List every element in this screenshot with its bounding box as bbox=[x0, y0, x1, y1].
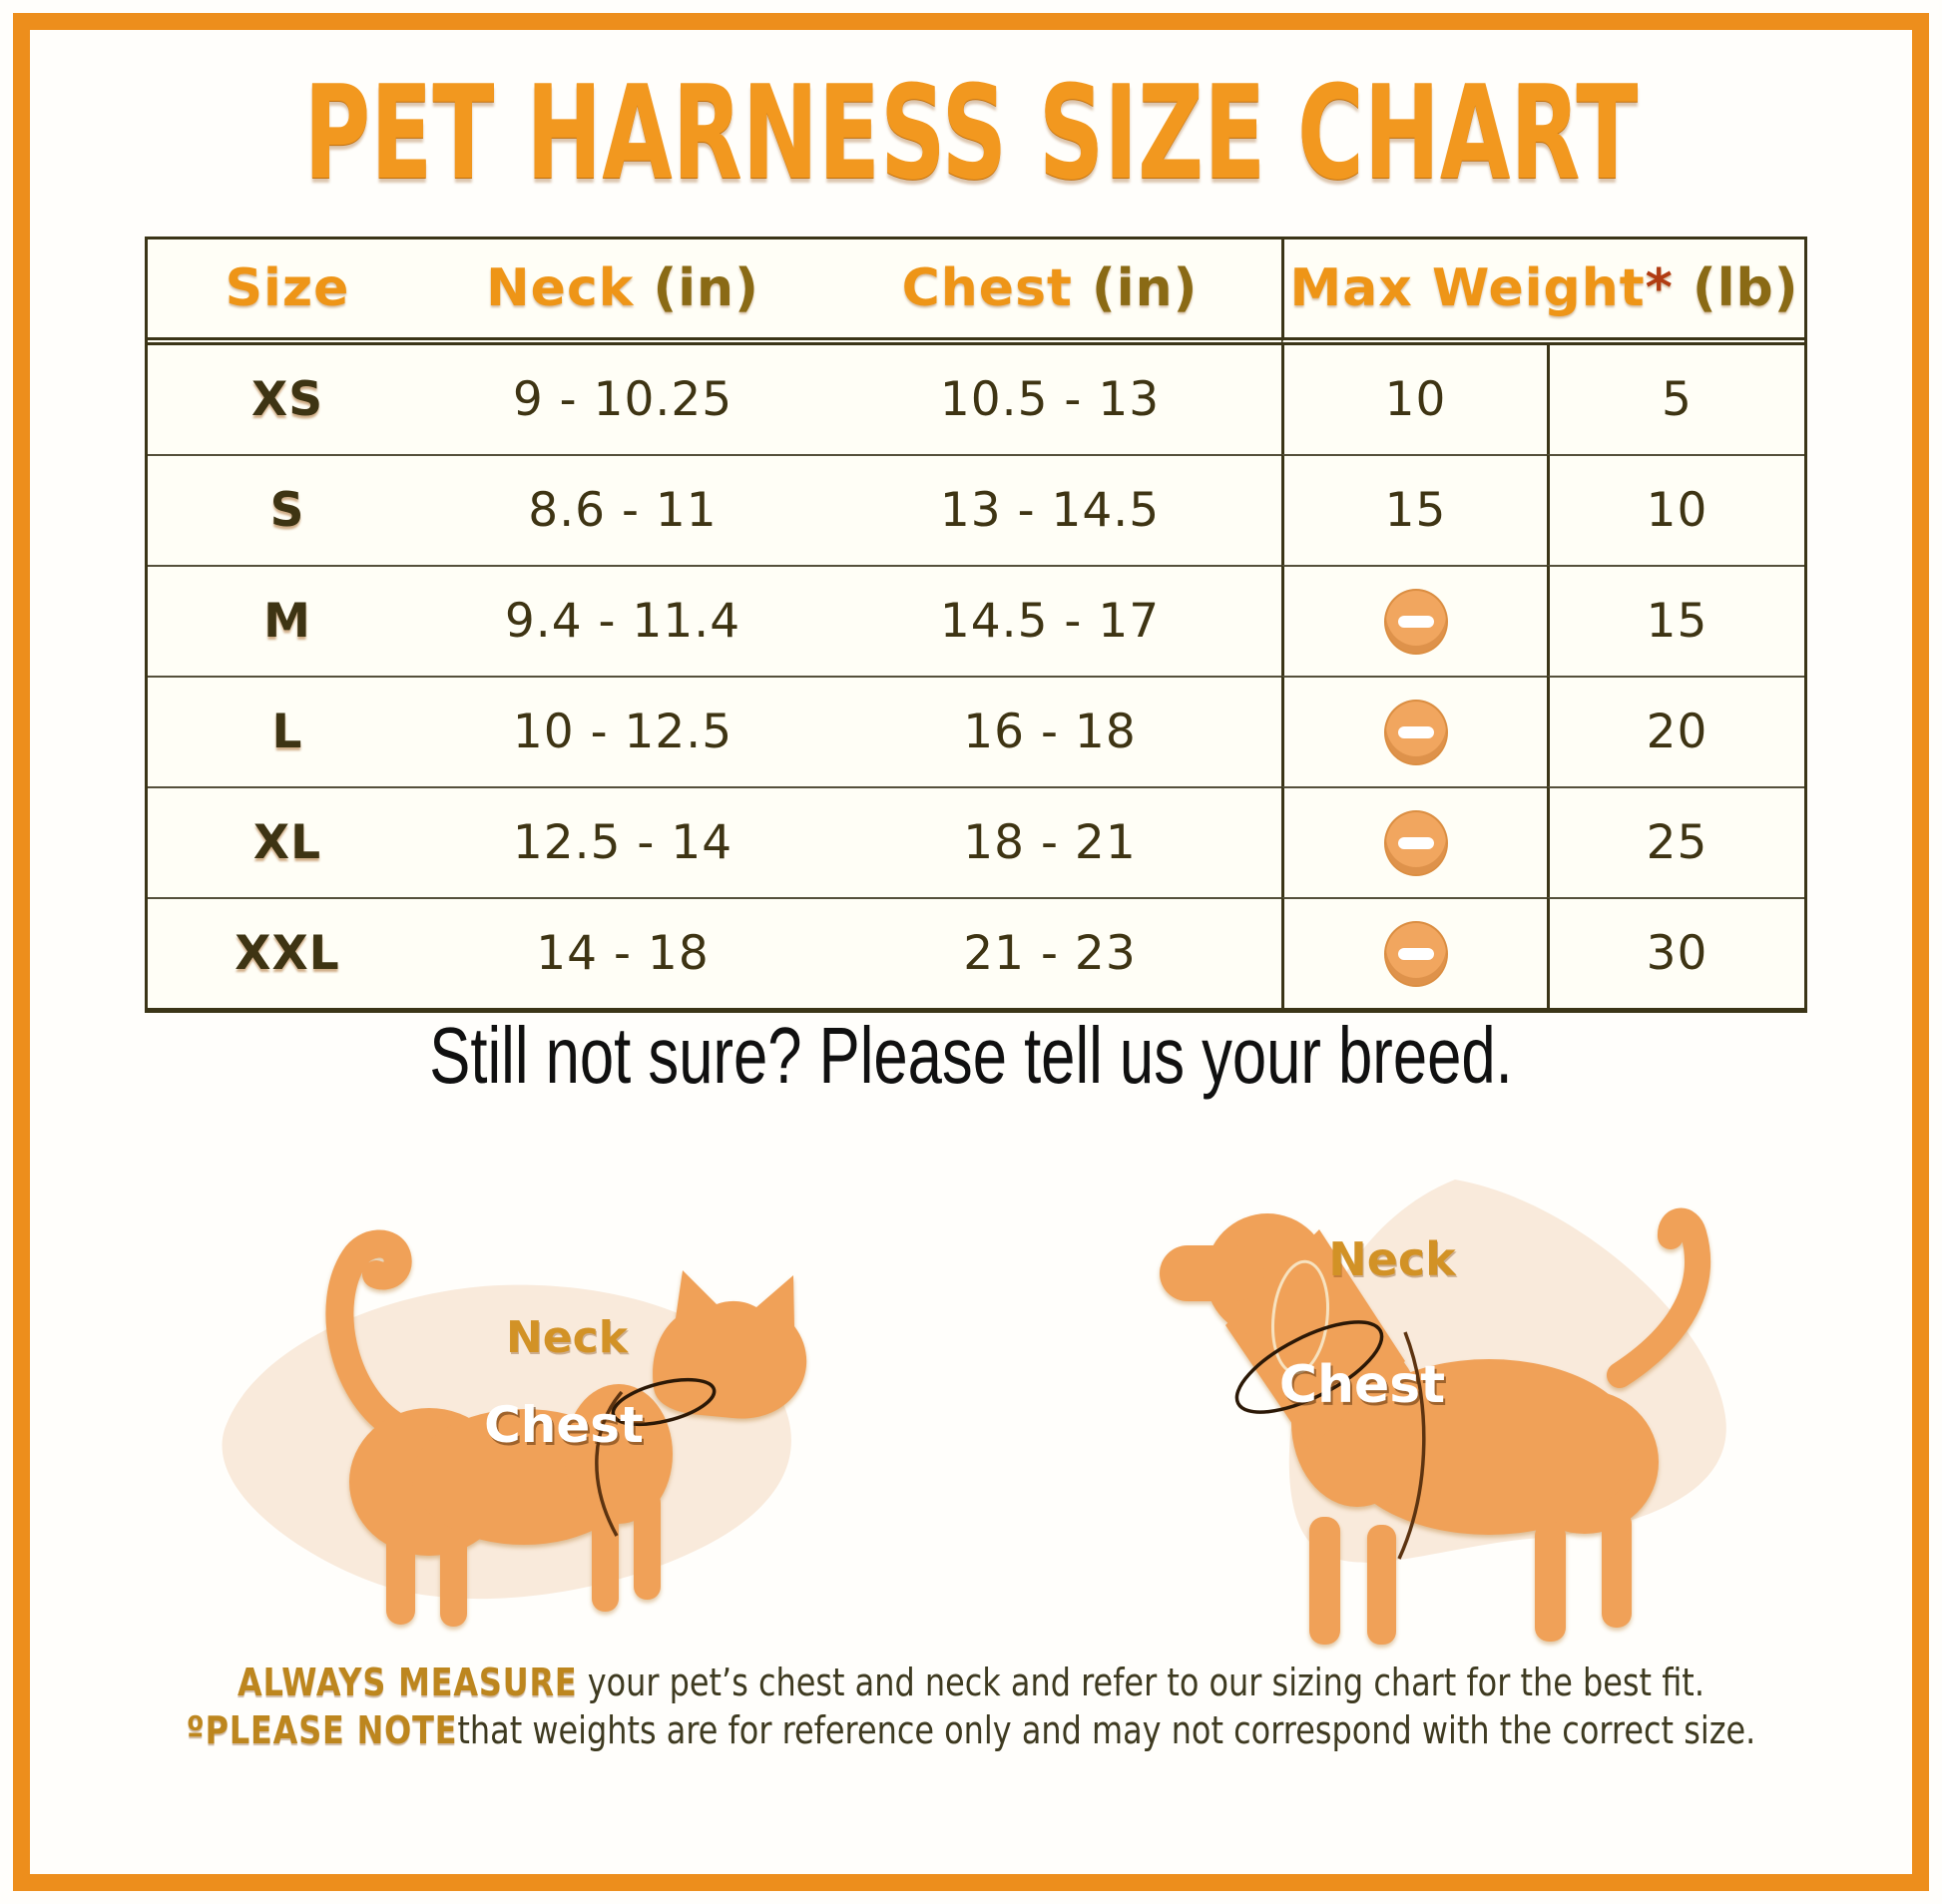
neck-cell: 12.5 - 14 bbox=[427, 786, 818, 897]
header-unit: (lb) bbox=[1692, 258, 1799, 318]
cat-chest-line bbox=[595, 1390, 624, 1537]
weight-col2-cell: 5 bbox=[1547, 345, 1804, 454]
col-header-size: Size bbox=[148, 239, 427, 345]
neck-cell: 14 - 18 bbox=[427, 897, 818, 1008]
col-header-neck: Neck (in) bbox=[427, 239, 818, 345]
dog-chest-label: Chest bbox=[1279, 1355, 1445, 1415]
table-row-xl: XL 12.5 - 14 18 - 21 25 bbox=[148, 786, 1805, 897]
footer-measure-note-text: your pet’s chest and neck and refer to o… bbox=[577, 1661, 1704, 1704]
footer-weight-note: ºPLEASE NOTEthat weights are for referen… bbox=[156, 1706, 1787, 1754]
header-label: Size bbox=[225, 258, 350, 318]
size-cell: M bbox=[148, 565, 427, 676]
chest-cell: 16 - 18 bbox=[818, 676, 1281, 786]
size-chart-table: Size Neck (in) Chest (in) Max Weight* (l… bbox=[145, 237, 1808, 1013]
neck-cell: 8.6 - 11 bbox=[427, 454, 818, 565]
minus-icon bbox=[1383, 920, 1448, 987]
weight-col2-cell: 30 bbox=[1547, 897, 1805, 1008]
cat-neck-ring bbox=[611, 1377, 717, 1427]
header-label: Chest bbox=[901, 258, 1073, 318]
weight-col1-cell bbox=[1281, 897, 1547, 1008]
chest-cell: 21 - 23 bbox=[818, 897, 1281, 1008]
chest-cell: 13 - 14.5 bbox=[818, 454, 1281, 565]
col-header-max-weight: Max Weight* (lb) bbox=[1281, 239, 1805, 345]
size-cell: S bbox=[148, 454, 427, 565]
header-label: Neck bbox=[486, 258, 635, 318]
header-unit: (in) bbox=[1092, 258, 1199, 318]
neck-cell: 9 - 10.25 bbox=[512, 372, 733, 427]
cat-chest-label: Chest bbox=[484, 1396, 644, 1454]
table-row-s: S 8.6 - 11 13 - 14.5 15 10 bbox=[148, 454, 1805, 565]
table-row-l: L 10 - 12.5 16 - 18 20 bbox=[148, 676, 1805, 786]
weight-col2-cell: 20 bbox=[1547, 676, 1805, 786]
page-title: PET HARNESS SIZE CHART bbox=[303, 57, 1639, 209]
chest-cell: 18 - 21 bbox=[818, 786, 1281, 897]
weight-col1-cell: 15 bbox=[1281, 454, 1547, 565]
subtitle-text: Still not sure? Please tell us your bree… bbox=[429, 1011, 1513, 1100]
dog-neck-ring bbox=[1234, 1320, 1384, 1414]
chest-cell: 14.5 - 17 bbox=[818, 565, 1281, 676]
header-label: Max Weight bbox=[1289, 258, 1646, 318]
neck-cell: 10 - 12.5 bbox=[427, 676, 818, 786]
dog-chest-line bbox=[1397, 1331, 1426, 1560]
header-unit: (in) bbox=[653, 258, 759, 318]
footer-weight-note-text: that weights are for reference only and … bbox=[457, 1708, 1756, 1752]
dog-tail bbox=[1607, 1207, 1710, 1388]
cat-silhouette bbox=[325, 1229, 807, 1627]
table-header-row: Size Neck (in) Chest (in) Max Weight* (l… bbox=[148, 239, 1805, 345]
minus-icon bbox=[1383, 809, 1448, 876]
dog-neck-label: Neck bbox=[1328, 1232, 1457, 1286]
table-row-xxl: XXL 14 - 18 21 - 23 30 bbox=[148, 897, 1805, 1008]
size-cell: XL bbox=[148, 786, 427, 897]
dog-silhouette bbox=[1160, 1207, 1710, 1645]
chest-cell: 10.5 - 13 bbox=[939, 372, 1161, 427]
minus-icon bbox=[1383, 588, 1448, 655]
cat-neck-label: Neck bbox=[506, 1312, 630, 1363]
cat-tail bbox=[325, 1229, 412, 1438]
dog-muzzle bbox=[1160, 1245, 1264, 1301]
cat-measurement-illustration: Neck Chest bbox=[222, 1229, 807, 1627]
header-asterisk: * bbox=[1645, 258, 1674, 318]
dog-measurement-illustration: Neck Chest bbox=[1160, 1180, 1726, 1645]
weight-col1-cell bbox=[1281, 676, 1547, 786]
neck-cell: 9.4 - 11.4 bbox=[427, 565, 818, 676]
cat-head bbox=[653, 1270, 807, 1419]
footer-weight-note-bold: ºPLEASE NOTE bbox=[186, 1708, 458, 1752]
weight-col1-cell bbox=[1281, 786, 1547, 897]
size-cell: L bbox=[148, 676, 427, 786]
footer-measure-note-bold: ALWAYS MEASURE bbox=[238, 1661, 578, 1704]
weight-col1-cell: 10 bbox=[1281, 345, 1547, 454]
minus-icon bbox=[1383, 699, 1448, 765]
weight-col2-cell: 10 bbox=[1547, 454, 1805, 565]
table-row-xs: XS 9 - 10.25 10.5 - 13 10 5 bbox=[148, 345, 1804, 454]
footer-notes: ALWAYS MEASURE your pet’s chest and neck… bbox=[0, 1659, 1942, 1754]
weight-col1-cell bbox=[1281, 565, 1547, 676]
weight-col2-cell: 25 bbox=[1547, 786, 1805, 897]
col-header-chest: Chest (in) bbox=[818, 239, 1281, 345]
size-cell: XXL bbox=[148, 897, 427, 1008]
size-cell: XS bbox=[250, 372, 324, 427]
table-row-m: M 9.4 - 11.4 14.5 - 17 15 bbox=[148, 565, 1805, 676]
weight-col2-cell: 15 bbox=[1547, 565, 1805, 676]
footer-measure-note: ALWAYS MEASURE your pet’s chest and neck… bbox=[156, 1659, 1787, 1706]
